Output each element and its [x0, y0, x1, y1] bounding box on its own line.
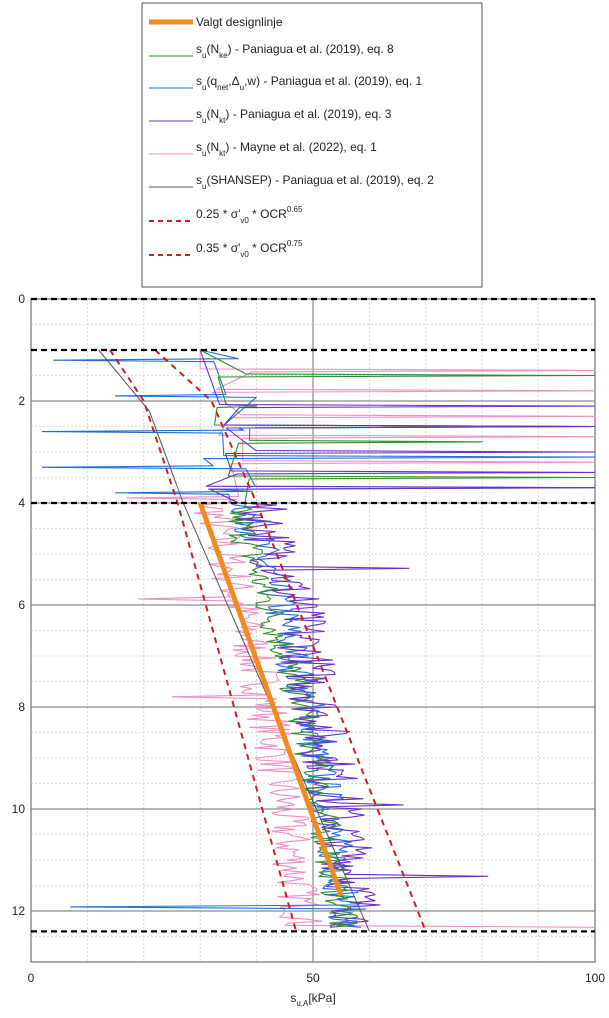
legend-label-low: 0.25 * σ'v0 * OCR0.65 [196, 205, 303, 225]
legend-box [141, 2, 483, 288]
series-line-design [197, 502, 344, 897]
legend-label-design: Valgt designlinje [196, 15, 283, 29]
x-axis-label: su,A[kPa] [290, 991, 335, 1008]
series-line-nke [199, 349, 596, 928]
legend: Valgt designlinje su(Nke) - Paniagua et a… [141, 2, 483, 288]
series-group [41, 349, 596, 932]
series-line-nkt_p [199, 349, 596, 928]
y-tick-label: 12 [12, 904, 26, 918]
legend-label-qnet: su(qnet,Δu,w) - Paniagua et al. (2019), … [196, 74, 422, 92]
legend-label-nke: su(Nke) - Paniagua et al. (2019), eq. 8 [196, 42, 394, 60]
grid [31, 299, 595, 962]
legend-label-nkt_p: su(Nkt) - Paniagua et al. (2019), eq. 3 [196, 107, 392, 125]
x-tick-label: 50 [306, 971, 320, 985]
y-tick-label: 10 [12, 802, 26, 816]
x-tick-label: 0 [28, 971, 35, 985]
legend-label-shansep: su(SHANSEP) - Paniagua et al. (2019), eq… [196, 173, 434, 191]
series-line-high [154, 349, 427, 932]
series-line-low [109, 349, 298, 932]
layer-boundaries [31, 297, 595, 933]
legend-label-nkt_m: su(Nkt) - Mayne et al. (2022), eq. 1 [196, 140, 377, 158]
y-tick-label: 0 [18, 292, 25, 306]
y-tick-label: 4 [18, 496, 25, 510]
y-tick-label: 8 [18, 700, 25, 714]
legend-label-high: 0.35 * σ'v0 * OCR0.75 [196, 239, 303, 259]
x-tick-label: 100 [585, 971, 605, 985]
y-tick-label: 2 [18, 394, 25, 408]
y-tick-label: 6 [18, 598, 25, 612]
tick-labels: 0 2 4 6 8 10 12 0 50 100 [12, 292, 606, 985]
